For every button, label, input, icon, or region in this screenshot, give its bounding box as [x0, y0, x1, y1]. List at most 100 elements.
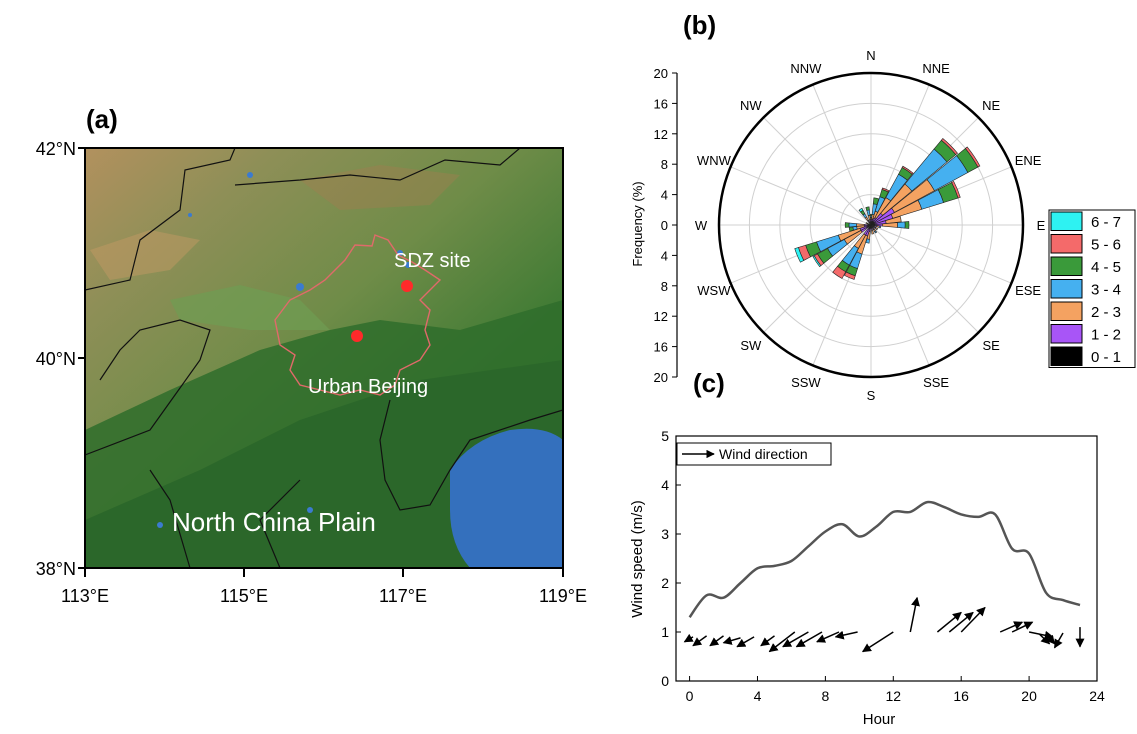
- rose-bar-segment: [951, 180, 961, 199]
- x-tick-label: 8: [821, 688, 829, 704]
- map-panel: (a) SDZ site: [36, 104, 587, 606]
- rose-radial-tick-label: 12: [654, 127, 668, 142]
- urban-beijing-marker: [351, 330, 363, 342]
- lat-label-38: 38°N: [36, 559, 76, 579]
- rose-legend-swatch: [1050, 279, 1083, 299]
- wind-arrow: [760, 635, 775, 647]
- wind-direction-arrows: [683, 596, 1085, 653]
- rose-legend-swatch: [1050, 301, 1083, 321]
- rose-legend: 6 - 7 5 - 6 4 - 5 3 - 4 2 - 3 1 - 2 0 - 1: [1048, 209, 1136, 368]
- lon-label-119: 119°E: [539, 586, 587, 606]
- lat-label-42: 42°N: [36, 139, 76, 159]
- rose-legend-label: 5 - 6: [1091, 237, 1121, 254]
- rose-bar-segment: [848, 226, 854, 232]
- rose-direction-label: NNE: [922, 61, 950, 76]
- terrain-map: SDZ site Urban Beijing North China Plain: [85, 148, 563, 568]
- legend-wind-direction: Wind direction: [719, 446, 808, 462]
- wind-arrow: [999, 621, 1024, 633]
- wind-arrow: [795, 631, 823, 648]
- wind-arrow: [782, 631, 809, 648]
- rose-bar-segment: [794, 247, 805, 263]
- wind-arrow: [861, 631, 894, 653]
- x-tick-label: 12: [886, 688, 902, 704]
- wind-arrow: [834, 630, 858, 640]
- rose-ylabel: Frequency (%): [630, 181, 645, 266]
- rose-legend-swatch: [1050, 256, 1083, 276]
- rose-radial-tick-label: 0: [661, 218, 668, 233]
- y-tick-label: 2: [661, 575, 669, 591]
- wind-arrow: [936, 611, 962, 633]
- line-legend: Wind direction: [676, 442, 832, 466]
- rose-direction-label: NNW: [790, 61, 822, 76]
- rose-direction-label: SW: [740, 338, 762, 353]
- lat-label-40: 40°N: [36, 349, 76, 369]
- y-tick-label: 4: [661, 477, 669, 493]
- lon-label-117: 117°E: [379, 586, 427, 606]
- beijing-boundary: [274, 234, 442, 396]
- x-tick-label: 4: [754, 688, 762, 704]
- rose-bar-segment: [881, 187, 890, 193]
- line-plot-frame: [675, 435, 1098, 682]
- rose-radial-tick-label: 4: [661, 188, 668, 203]
- wind-arrow: [692, 635, 708, 647]
- wind-arrow: [722, 636, 741, 645]
- rose-legend-swatch: [1050, 346, 1083, 366]
- rose-bar-segment: [858, 207, 864, 213]
- x-tick-label: 20: [1021, 688, 1037, 704]
- wind-speed-line: [688, 500, 1081, 619]
- rose-grid-spoke: [763, 117, 872, 226]
- rose-direction-label: S: [867, 388, 876, 403]
- lon-label-115: 115°E: [220, 586, 268, 606]
- wind-arrow: [960, 606, 986, 633]
- rose-grid-spoke: [730, 166, 872, 226]
- wind-arrow: [1053, 632, 1064, 649]
- rose-legend-label: 0 - 1: [1091, 349, 1121, 366]
- rose-bar-segment: [812, 255, 822, 268]
- rose-grid-spoke: [870, 224, 1012, 284]
- rose-bar-segment: [865, 206, 870, 211]
- wind-arrow: [709, 635, 724, 647]
- rose-grid-spoke: [763, 224, 872, 333]
- province-border: [85, 148, 236, 291]
- wind-arrow: [736, 636, 755, 648]
- rose-bar-segment: [940, 138, 958, 156]
- rose-bar-segment: [897, 221, 906, 229]
- rose-bar-segment: [878, 225, 882, 229]
- rose-radial-tick-label: 8: [661, 279, 668, 294]
- rose-bar-segment: [901, 165, 914, 175]
- rose-direction-label: ESE: [1015, 283, 1041, 298]
- rose-direction-label: N: [866, 48, 875, 63]
- rose-bar-segment: [863, 224, 869, 226]
- y-tick-label: 0: [661, 673, 669, 689]
- x-tick-label: 24: [1089, 688, 1105, 704]
- rose-radial-tick-label: 20: [654, 370, 668, 385]
- rose-legend-label: 1 - 2: [1091, 327, 1121, 344]
- rose-direction-label: NW: [740, 98, 762, 113]
- rose-bar-segment: [965, 146, 981, 168]
- wind-arrow: [768, 631, 796, 653]
- y-tick-label: 3: [661, 526, 669, 542]
- line-xlabel: Hour: [863, 711, 896, 728]
- y-tick-label: 5: [661, 428, 669, 444]
- rose-radial-tick-label: 12: [654, 309, 668, 324]
- rose-direction-label: WNW: [697, 153, 732, 168]
- urban-beijing-label: Urban Beijing: [308, 376, 428, 398]
- rose-direction-label: W: [695, 218, 708, 233]
- rose-bar-segment: [832, 265, 847, 279]
- wind-arrow: [1045, 633, 1056, 645]
- rose-legend-label: 2 - 3: [1091, 304, 1121, 321]
- wind-arrow: [1011, 621, 1034, 633]
- rose-bar-segment: [871, 229, 874, 235]
- rose-direction-label: ENE: [1015, 153, 1042, 168]
- rose-bar-segment: [865, 222, 869, 225]
- rose-bar-segment: [874, 227, 879, 231]
- rose-bar-segment: [844, 222, 850, 228]
- rose-bar-segment: [848, 222, 857, 228]
- wind-arrow: [948, 611, 974, 633]
- rose-legend-label: 6 - 7: [1091, 214, 1121, 231]
- rose-direction-labels: N NNE NE ENE E ESE SE SSE S SSW SW WSW W WNW NW NNW: [695, 48, 1046, 403]
- rose-legend-label: 4 - 5: [1091, 259, 1121, 276]
- lon-label-113: 113°E: [61, 586, 109, 606]
